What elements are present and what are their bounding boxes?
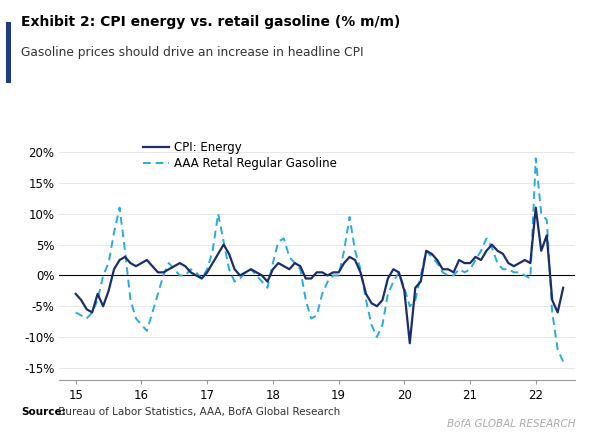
Text: Bureau of Labor Statistics, AAA, BofA Global Research: Bureau of Labor Statistics, AAA, BofA Gl… [55,407,340,417]
Text: Gasoline prices should drive an increase in headline CPI: Gasoline prices should drive an increase… [21,46,364,59]
Text: BofA GLOBAL RESEARCH: BofA GLOBAL RESEARCH [447,419,575,429]
Text: Exhibit 2: CPI energy vs. retail gasoline (% m/m): Exhibit 2: CPI energy vs. retail gasolin… [21,15,400,29]
Text: Source:: Source: [21,407,65,417]
Legend: CPI: Energy, AAA Retal Regular Gasoline: CPI: Energy, AAA Retal Regular Gasoline [142,141,337,170]
